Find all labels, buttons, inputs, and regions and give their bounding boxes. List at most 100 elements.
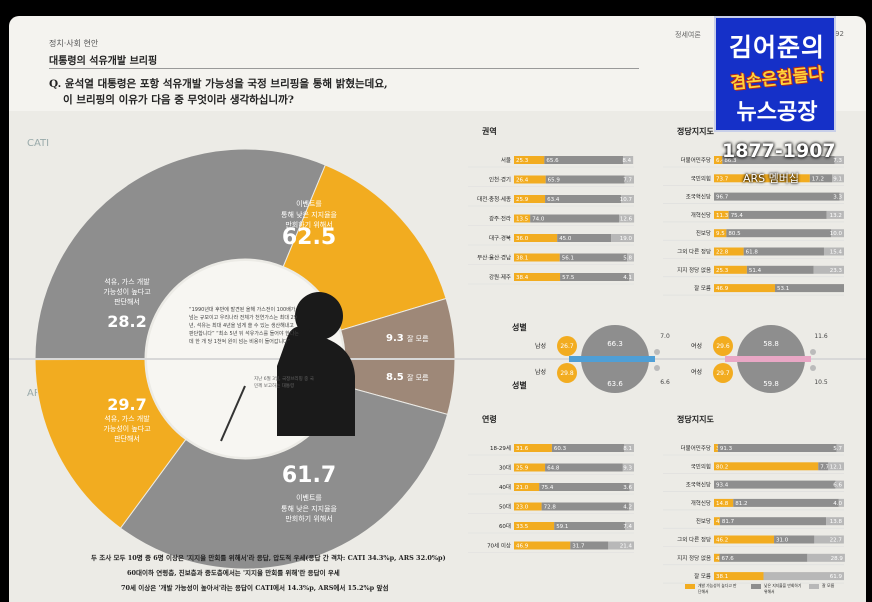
party-ars-cat-6: 지지 정당 없음 — [677, 554, 711, 562]
page-number: 92 — [835, 30, 844, 38]
party-cati-bar-4-1 — [726, 229, 831, 238]
cati-label-a: 이벤트를 — [296, 199, 322, 208]
ars-value-a: 61.7 — [282, 463, 336, 488]
quote-caption: 지난 6월 3일, 국정브리핑 중 국민께 보고하는 대통령 — [254, 377, 314, 389]
gender-male-cati-c — [654, 349, 660, 355]
party-ars-val-5-2: 22.7 — [830, 538, 843, 544]
age-val-1-0: 25.9 — [516, 466, 529, 472]
age-val-5-2: 21.4 — [620, 544, 633, 550]
party-ars-bar-4-1 — [719, 517, 827, 526]
age-bar-2-1 — [539, 483, 630, 491]
gender-male-ars-c-val: 6.6 — [660, 379, 670, 386]
age-val-1-1: 64.8 — [547, 466, 560, 472]
ars-label-b: 판단해서 — [114, 434, 140, 443]
party-ars-bar-1-1 — [818, 462, 829, 471]
party-cati-cat-3: 개혁신당 — [691, 211, 711, 219]
party-ars-bar-5-1 — [774, 535, 815, 544]
party-ars-cat-4: 진보당 — [696, 517, 711, 525]
party-ars-bar-4-0 — [714, 517, 720, 526]
legend-label-a: 개발 가능성이 높다고 판단해서 — [698, 583, 737, 594]
region-bar-5-0 — [514, 253, 560, 262]
party-cati-bar-7-1 — [774, 284, 844, 293]
region-bar-3-0 — [514, 214, 531, 223]
age-bar-1-0 — [514, 463, 546, 472]
party-cati-val-7-1: 53.1 — [777, 286, 789, 292]
party-cati-bar-0-1 — [722, 156, 835, 164]
party-cati-bar-4-2 — [831, 229, 844, 238]
party-cati-bar-2-1 — [714, 192, 840, 201]
age-cat-0: 18-29세 — [490, 444, 511, 452]
region-cat-2: 대전·충청·세종 — [477, 195, 511, 203]
region-val-6-1: 57.5 — [562, 275, 575, 281]
cati-value-a: 62.5 — [282, 225, 336, 250]
gender-male-ars-a — [557, 363, 577, 383]
ars-label-b: 석유, 가스 개발 — [104, 414, 150, 423]
party-cati-bar-7-0 — [714, 284, 775, 293]
cati-label-b: 석유, 가스 개발 — [104, 277, 150, 286]
region-val-4-1: 45.0 — [559, 236, 572, 242]
president-head — [295, 292, 343, 340]
ars-value-c: 8.5 — [386, 372, 404, 383]
quote-text: “1990년대 후반에 발견된 올해 가스전이 100배가 넘는 규모이고 우리… — [189, 307, 299, 345]
age-bar-0-2 — [624, 444, 634, 452]
party-ars-val-7-2: 61.9 — [830, 574, 843, 580]
party-ars-cat-0: 더불어민주당 — [681, 444, 711, 452]
age-val-2-1: 75.4 — [541, 485, 554, 491]
party-ars-cat-1: 국민의힘 — [691, 462, 711, 470]
party-cati-bar-5-2 — [823, 247, 844, 256]
party-cati-val-0-2: 7.3 — [833, 158, 842, 164]
party-cati-val-0-0: 6.4 — [716, 158, 725, 164]
region-val-2-0: 25.9 — [516, 197, 529, 203]
party-cati-bar-3-1 — [728, 210, 827, 219]
age-bar-3-2 — [628, 502, 634, 511]
region-bar-1-1 — [545, 175, 625, 184]
age-bar-4-2 — [625, 522, 634, 530]
legend-label-b: 낮은 지지율을 만회하기 위해서 — [764, 583, 802, 594]
logo-line-1: 김어준의 — [728, 33, 825, 62]
age-val-0-2: 8.1 — [623, 446, 632, 452]
party-ars-val-1-1: 7.7 — [820, 464, 829, 470]
party-cati-cat-5: 그외 다른 정당 — [677, 248, 711, 256]
ars-slice-0 — [119, 384, 449, 570]
party-ars-bar-1-0 — [714, 462, 819, 471]
party-ars-val-2-1: 93.4 — [716, 483, 729, 489]
party-ars-bar-5-0 — [714, 535, 775, 544]
region-bar-4-2 — [611, 234, 634, 242]
region-val-0-1: 65.6 — [546, 158, 559, 164]
party-ars-cat-7: 잘 모름 — [694, 572, 711, 580]
region-bar-4-0 — [514, 234, 558, 242]
age-val-5-1: 31.7 — [572, 544, 585, 550]
region-val-0-2: 8.4 — [622, 158, 631, 164]
party-cati-bar-1-2 — [832, 174, 844, 183]
section-label: 정치·사회 현안 — [49, 39, 99, 48]
region-bar-2-1 — [545, 195, 622, 203]
gender-female-cati-c-val: 11.6 — [814, 333, 828, 340]
gender-female-ars-c — [810, 365, 816, 371]
microphone — [220, 385, 246, 442]
party-ars-title: 정당지지도 — [677, 414, 714, 424]
party-ars-cat-5: 그외 다른 정당 — [677, 536, 711, 544]
age-bar-1-2 — [622, 463, 634, 472]
party-ars-val-4-2: 13.8 — [830, 519, 843, 525]
party-ars-val-6-1: 67.6 — [721, 556, 734, 562]
age-val-0-1: 60.3 — [554, 446, 567, 452]
legend-label-c: 잘 모름 — [822, 583, 835, 588]
gender-male-cat-top: 남성 — [535, 342, 546, 350]
party-cati-val-7-0: 46.9 — [716, 286, 729, 292]
party-ars-bar-0-1 — [717, 444, 837, 452]
party-cati-cat-0: 더불어민주당 — [681, 156, 711, 164]
region-bar-6-0 — [514, 273, 561, 281]
age-cat-2: 40대 — [499, 483, 511, 491]
region-val-0-0: 25.3 — [516, 158, 529, 164]
news-factory-logo: 김어준의 겸손은힘들다 뉴스공장 — [714, 16, 836, 132]
gender-female-ars-b-val: 59.8 — [763, 380, 779, 388]
party-cati-cat-4: 진보당 — [696, 229, 711, 237]
region-val-1-2: 7.7 — [623, 178, 632, 184]
party-ars-val-4-1: 81.7 — [722, 519, 735, 525]
age-bar-4-1 — [554, 522, 626, 530]
region-bar-2-0 — [514, 195, 546, 203]
party-cati-cat-6: 지지 정당 없음 — [677, 266, 711, 274]
party-ars-bar-2-2 — [835, 480, 844, 489]
region-val-1-1: 65.9 — [548, 178, 561, 184]
age-cat-1: 30대 — [499, 464, 511, 472]
